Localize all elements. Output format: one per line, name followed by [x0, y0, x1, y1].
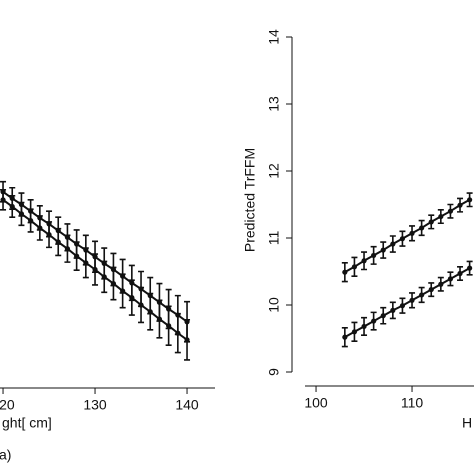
data-point — [37, 225, 43, 231]
data-point — [428, 219, 434, 225]
y-tick-label: 9 — [266, 368, 282, 376]
data-point — [457, 202, 463, 208]
panel-label: a) — [0, 447, 11, 463]
data-point — [447, 276, 454, 282]
data-point — [351, 329, 358, 335]
data-point — [110, 280, 117, 287]
data-point — [156, 316, 163, 322]
data-point — [361, 258, 367, 264]
data-point — [447, 208, 454, 214]
x-tick-label: 120 — [0, 397, 15, 413]
data-point — [409, 230, 415, 236]
x-tick-label: 110 — [401, 395, 424, 411]
data-point — [419, 292, 425, 298]
data-point — [428, 286, 434, 293]
x-axis-label: H — [462, 415, 472, 431]
data-point — [120, 288, 126, 294]
x-axis-label: ght[ cm] — [2, 415, 52, 431]
data-point — [55, 239, 61, 245]
y-axis-label: Predicted TrFFM — [242, 148, 258, 252]
data-point — [467, 265, 473, 271]
data-point — [147, 309, 153, 315]
data-point — [83, 260, 89, 266]
y-tick-label: 12 — [266, 163, 282, 179]
data-point — [74, 253, 80, 259]
data-point — [342, 334, 348, 340]
y-tick-label: 13 — [266, 96, 282, 112]
y-tick-label: 11 — [266, 231, 282, 246]
data-point — [9, 203, 15, 210]
data-point — [371, 318, 377, 324]
data-point — [399, 303, 406, 309]
x-tick-label: 100 — [304, 395, 328, 411]
data-point — [380, 313, 386, 319]
data-point — [0, 197, 6, 203]
x-tick-label: 130 — [83, 397, 107, 413]
data-point — [438, 213, 444, 220]
data-point — [438, 281, 444, 287]
data-point — [64, 246, 71, 252]
data-point — [371, 252, 377, 259]
y-tick-label: 10 — [266, 297, 282, 313]
x-tick-label: 140 — [175, 397, 199, 413]
data-point — [101, 274, 107, 280]
y-tick-label: 14 — [266, 29, 282, 45]
data-point — [380, 247, 386, 253]
data-point — [46, 232, 52, 238]
data-point — [175, 330, 181, 336]
data-point — [351, 264, 358, 270]
data-point — [184, 337, 190, 343]
data-point — [409, 297, 415, 303]
data-point — [467, 197, 473, 203]
data-point — [129, 295, 135, 301]
data-point — [92, 266, 98, 273]
data-point — [419, 225, 425, 231]
data-point — [399, 236, 406, 242]
data-point — [342, 269, 348, 275]
data-point — [138, 302, 144, 308]
data-point — [390, 307, 396, 313]
data-point — [361, 323, 367, 330]
data-point — [28, 217, 34, 224]
data-point — [457, 270, 463, 277]
data-point — [166, 323, 172, 329]
data-point — [18, 211, 25, 217]
data-point — [390, 241, 396, 247]
